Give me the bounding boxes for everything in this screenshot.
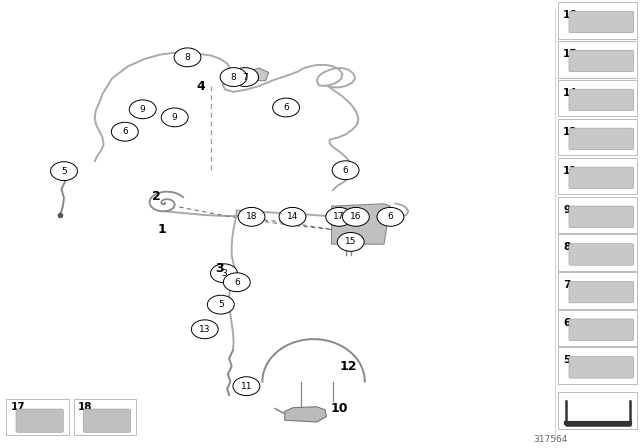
FancyBboxPatch shape (569, 281, 634, 303)
Text: 12: 12 (340, 360, 358, 373)
Text: 8: 8 (563, 242, 570, 252)
Circle shape (220, 68, 247, 86)
Text: 14: 14 (563, 88, 578, 98)
Polygon shape (246, 68, 269, 81)
FancyBboxPatch shape (558, 41, 637, 78)
Text: 7: 7 (563, 280, 571, 290)
FancyBboxPatch shape (16, 409, 63, 432)
Circle shape (332, 161, 359, 180)
Text: 4: 4 (196, 79, 205, 93)
Circle shape (232, 68, 259, 86)
Text: 11: 11 (241, 382, 252, 391)
Circle shape (279, 207, 306, 226)
FancyBboxPatch shape (558, 119, 637, 155)
Circle shape (51, 162, 77, 181)
Text: 15: 15 (563, 49, 578, 59)
Text: 17: 17 (11, 402, 26, 412)
Circle shape (174, 48, 201, 67)
Text: 6: 6 (234, 278, 239, 287)
FancyBboxPatch shape (558, 392, 637, 429)
FancyBboxPatch shape (558, 272, 637, 309)
FancyBboxPatch shape (558, 158, 637, 194)
Text: 5: 5 (61, 167, 67, 176)
Text: 6: 6 (122, 127, 127, 136)
Circle shape (337, 233, 364, 251)
FancyBboxPatch shape (569, 128, 634, 150)
FancyBboxPatch shape (569, 89, 634, 111)
Text: 6: 6 (388, 212, 393, 221)
Circle shape (211, 264, 237, 283)
Text: 13: 13 (563, 127, 578, 137)
Circle shape (207, 295, 234, 314)
FancyBboxPatch shape (6, 399, 69, 435)
Text: 317564: 317564 (533, 435, 568, 444)
FancyBboxPatch shape (569, 206, 634, 228)
Text: 5: 5 (218, 300, 223, 309)
Text: 9: 9 (172, 113, 177, 122)
FancyBboxPatch shape (558, 234, 637, 271)
Circle shape (233, 377, 260, 396)
Text: 6: 6 (343, 166, 348, 175)
FancyBboxPatch shape (569, 167, 634, 189)
Circle shape (191, 320, 218, 339)
FancyBboxPatch shape (569, 50, 634, 72)
Text: 13: 13 (199, 325, 211, 334)
FancyBboxPatch shape (83, 409, 131, 432)
Text: 15: 15 (345, 237, 356, 246)
Text: 6: 6 (284, 103, 289, 112)
Text: 16: 16 (350, 212, 362, 221)
Text: 9: 9 (563, 205, 570, 215)
Text: 6: 6 (563, 318, 570, 327)
Text: 8: 8 (231, 73, 236, 82)
FancyBboxPatch shape (558, 392, 637, 429)
Polygon shape (285, 407, 326, 422)
Text: 7: 7 (243, 73, 248, 82)
Circle shape (377, 207, 404, 226)
Text: 14: 14 (287, 212, 298, 221)
FancyBboxPatch shape (558, 80, 637, 116)
Text: 10: 10 (330, 402, 348, 415)
Text: 18: 18 (246, 212, 257, 221)
Text: 17: 17 (333, 212, 345, 221)
Text: 2: 2 (152, 190, 161, 203)
FancyBboxPatch shape (569, 11, 634, 33)
Circle shape (111, 122, 138, 141)
Circle shape (273, 98, 300, 117)
Circle shape (223, 273, 250, 292)
Text: 11: 11 (563, 166, 578, 176)
Text: 3: 3 (221, 269, 227, 278)
FancyBboxPatch shape (74, 399, 136, 435)
FancyBboxPatch shape (569, 357, 634, 378)
FancyBboxPatch shape (569, 244, 634, 265)
Text: 8: 8 (185, 53, 190, 62)
Circle shape (326, 207, 353, 226)
Text: 9: 9 (140, 105, 145, 114)
Text: 1: 1 (157, 223, 166, 236)
FancyBboxPatch shape (558, 197, 637, 233)
Text: 16: 16 (563, 10, 578, 20)
Text: 5: 5 (563, 355, 570, 365)
FancyBboxPatch shape (558, 2, 637, 39)
Polygon shape (332, 204, 390, 244)
FancyBboxPatch shape (569, 319, 634, 340)
Circle shape (238, 207, 265, 226)
FancyBboxPatch shape (558, 347, 637, 384)
Text: 3: 3 (215, 262, 224, 276)
FancyBboxPatch shape (558, 310, 637, 346)
Circle shape (342, 207, 369, 226)
Circle shape (129, 100, 156, 119)
Circle shape (161, 108, 188, 127)
Text: 18: 18 (78, 402, 93, 412)
